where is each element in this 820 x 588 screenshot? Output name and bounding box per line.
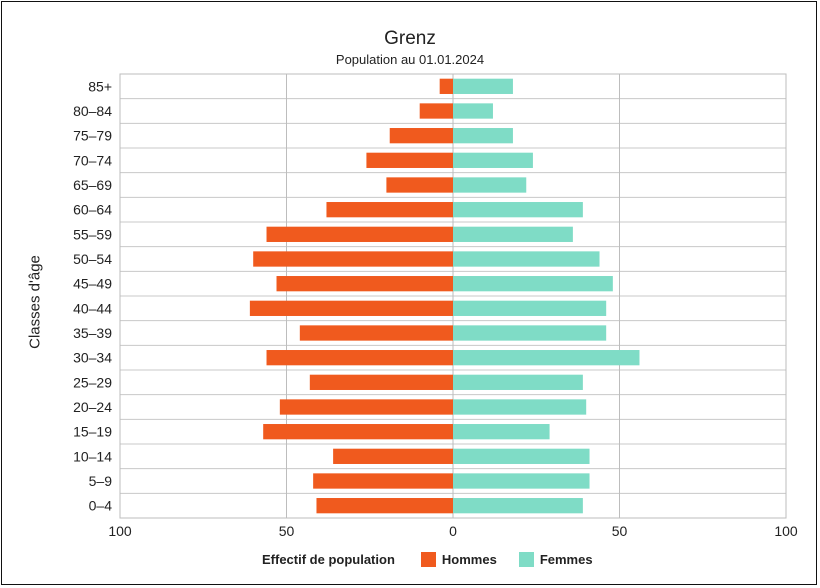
chart-title: Grenz <box>384 28 436 49</box>
legend-swatch-hommes <box>420 552 436 567</box>
chart-subtitle: Population au 01.01.2024 <box>335 52 485 67</box>
y-tick-label: 35–39 <box>73 325 112 341</box>
bar-femmes <box>453 498 583 514</box>
bar-femmes <box>453 399 587 415</box>
bar-hommes <box>249 300 453 316</box>
x-tick-label: 100 <box>774 523 798 539</box>
bar-femmes <box>453 276 613 292</box>
bar-femmes <box>453 251 600 267</box>
bar-hommes <box>276 276 453 292</box>
y-tick-label: 10–14 <box>73 448 112 464</box>
bar-hommes <box>386 177 453 193</box>
x-tick-label: 50 <box>279 523 295 539</box>
bar-hommes <box>419 103 453 119</box>
bar-femmes <box>453 350 640 366</box>
legend-title: Effectif de population <box>262 552 395 567</box>
x-tick-label: 0 <box>449 523 457 539</box>
x-tick-label: 50 <box>612 523 628 539</box>
y-tick-label: 85+ <box>88 78 112 94</box>
bar-hommes <box>266 350 453 366</box>
y-tick-label: 65–69 <box>73 177 112 193</box>
bar-femmes <box>453 424 550 440</box>
y-tick-label: 40–44 <box>73 300 112 316</box>
bar-femmes <box>453 325 607 341</box>
y-tick-label: 60–64 <box>73 202 112 218</box>
legend-swatch-femmes <box>518 552 534 567</box>
bar-hommes <box>263 424 453 440</box>
y-tick-label: 70–74 <box>73 152 112 168</box>
y-tick-label: 15–19 <box>73 424 112 440</box>
x-tick-label: 100 <box>108 523 132 539</box>
y-tick-label: 50–54 <box>73 251 112 267</box>
y-tick-label: 20–24 <box>73 399 112 415</box>
bar-femmes <box>453 202 583 218</box>
bar-hommes <box>253 251 453 267</box>
bar-hommes <box>309 374 453 390</box>
bar-femmes <box>453 103 493 119</box>
bar-femmes <box>453 152 533 168</box>
bar-femmes <box>453 300 607 316</box>
y-tick-label: 25–29 <box>73 374 112 390</box>
y-tick-label: 30–34 <box>73 350 112 366</box>
bar-hommes <box>439 78 453 94</box>
bar-femmes <box>453 128 513 144</box>
bar-femmes <box>453 374 583 390</box>
bar-hommes <box>299 325 453 341</box>
bar-hommes <box>366 152 453 168</box>
legend-label-hommes: Hommes <box>441 552 497 567</box>
bar-hommes <box>266 226 453 242</box>
bar-femmes <box>453 473 590 489</box>
bar-femmes <box>453 448 590 464</box>
legend-label-femmes: Femmes <box>539 552 593 567</box>
y-tick-label: 55–59 <box>73 226 112 242</box>
bar-femmes <box>453 177 527 193</box>
legend: Effectif de population Hommes Femmes <box>262 552 593 567</box>
y-tick-label: 45–49 <box>73 276 112 292</box>
bar-femmes <box>453 78 513 94</box>
y-tick-label: 80–84 <box>73 103 112 119</box>
bar-hommes <box>389 128 453 144</box>
bar-hommes <box>326 202 453 218</box>
bar-femmes <box>453 226 573 242</box>
bar-hommes <box>316 498 453 514</box>
y-tick-label: 75–79 <box>73 128 112 144</box>
y-tick-label: 5–9 <box>89 473 113 489</box>
bar-hommes <box>313 473 453 489</box>
bar-hommes <box>333 448 453 464</box>
bar-hommes <box>279 399 453 415</box>
y-tick-label: 0–4 <box>89 498 113 514</box>
